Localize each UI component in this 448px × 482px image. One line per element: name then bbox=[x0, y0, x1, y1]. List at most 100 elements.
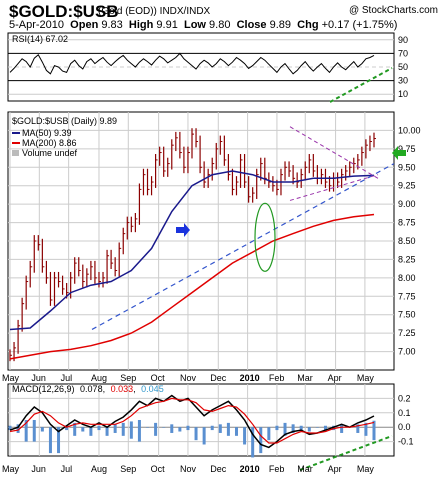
macd-histogram-bar bbox=[323, 425, 327, 431]
rsi-green-trendline bbox=[329, 67, 393, 103]
ma50-line bbox=[9, 170, 375, 331]
macd-histogram-bar bbox=[105, 427, 109, 436]
macd-tick-label: 0.1 bbox=[398, 408, 411, 418]
macd-histogram-bar bbox=[146, 427, 150, 428]
macd-month-label: Feb bbox=[269, 464, 285, 474]
price-month-label: Oct bbox=[151, 373, 166, 383]
macd-histogram-bar bbox=[186, 425, 190, 431]
macd-month-label: Oct bbox=[151, 464, 166, 474]
macd-histogram-bar bbox=[315, 427, 319, 428]
macd-histogram-bar bbox=[259, 427, 263, 454]
macd-histogram-bar bbox=[170, 424, 174, 433]
macd-histogram-bar bbox=[299, 425, 303, 431]
ma200-line bbox=[9, 213, 375, 360]
ma-lines bbox=[9, 170, 375, 360]
chart-header: $GOLD:$USB (Gold (EOD)) INDX/INDX @ Stoc… bbox=[0, 0, 448, 44]
macd-month-label: Aug bbox=[91, 464, 107, 474]
macd-month-label: Nov bbox=[180, 464, 197, 474]
open-label: Open bbox=[70, 19, 99, 31]
price-tick-label: 8.00 bbox=[398, 273, 416, 283]
low-label: Low bbox=[183, 19, 206, 31]
hist-value: 0.045 bbox=[141, 384, 164, 394]
quote-date: 5-Apr-2010 bbox=[9, 19, 65, 31]
macd-grid bbox=[8, 384, 394, 456]
macd-histogram-bar bbox=[154, 422, 158, 436]
signal-line bbox=[9, 397, 375, 444]
macd-histogram-bar bbox=[40, 427, 44, 432]
close-label: Close bbox=[236, 19, 267, 31]
symbol-subtitle: (Gold (EOD)) INDX/INDX bbox=[98, 6, 211, 17]
macd-histogram-bar bbox=[194, 427, 198, 441]
price-tick-label: 9.75 bbox=[398, 144, 416, 154]
macd-tick-label: 0.0 bbox=[398, 422, 411, 432]
price-legend-title: $GOLD:$USB (Daily) 9.89 bbox=[12, 116, 117, 126]
price-bars bbox=[9, 128, 376, 362]
brand-label[interactable]: @ StockCharts.com bbox=[348, 5, 438, 16]
support-trendline bbox=[91, 163, 395, 330]
high-value: 9.91 bbox=[156, 19, 178, 31]
macd-sep-2: , bbox=[133, 384, 136, 394]
macd-histogram-bar bbox=[121, 422, 125, 436]
macd-sep-1: , bbox=[103, 384, 106, 394]
price-month-label: Sep bbox=[120, 373, 136, 383]
macd-histogram-bar bbox=[234, 427, 238, 436]
price-tick-label: 10.00 bbox=[398, 125, 421, 135]
signal-value: 0.033 bbox=[111, 384, 134, 394]
open-value: 9.83 bbox=[101, 19, 123, 31]
macd-line bbox=[9, 394, 375, 449]
macd-histogram-bar bbox=[283, 422, 287, 436]
price-month-label: 2010 bbox=[240, 373, 260, 383]
macd-histogram-bar bbox=[57, 427, 61, 454]
price-tick-label: 8.50 bbox=[398, 236, 416, 246]
price-tick-label: 7.75 bbox=[398, 291, 416, 301]
macd-histogram-bar bbox=[340, 424, 344, 433]
macd-panel: 0.2 0.1 0.0 -0.1 MACD(12,26,9) 0.078, 0.033… bbox=[2, 383, 414, 474]
macd-histogram-bar bbox=[202, 427, 206, 445]
macd-value: 0.078 bbox=[80, 384, 103, 394]
macd-histogram-bar bbox=[364, 422, 368, 436]
rsi-tick-label: 70 bbox=[398, 48, 408, 58]
price-month-label: Apr bbox=[328, 373, 342, 383]
price-month-label: Jul bbox=[61, 373, 73, 383]
price-tick-label: 9.25 bbox=[398, 181, 416, 191]
rsi-series-line bbox=[9, 52, 375, 75]
macd-histogram-bar bbox=[32, 420, 36, 442]
price-tick-label: 7.00 bbox=[398, 347, 416, 357]
low-value: 9.80 bbox=[209, 19, 231, 31]
macd-month-label: 2010 bbox=[240, 464, 260, 474]
symbol-title: $GOLD:$USB bbox=[9, 2, 119, 21]
price-panel: 10.00 9.75 9.50 9.25 9.00 8.75 8.50 8.25 8.00 7.7… bbox=[2, 67, 421, 383]
macd-histogram-bar bbox=[372, 420, 376, 441]
macd-frame bbox=[7, 383, 395, 457]
macd-histogram-bar bbox=[48, 427, 52, 454]
annotations bbox=[91, 67, 406, 330]
price-month-label: May bbox=[357, 373, 375, 383]
macd-histogram-bar bbox=[267, 427, 271, 441]
macd-green-trendline bbox=[299, 435, 393, 471]
price-legend: $GOLD:$USB (Daily) 9.89 MA(50) 9.39 MA(2… bbox=[12, 116, 117, 158]
rsi-tick-label: 90 bbox=[398, 35, 408, 45]
month-axis: May Jun Jul Aug Sep Oct Nov Dec 2010 Feb Mar Apr May bbox=[2, 373, 374, 383]
price-month-label: Aug bbox=[91, 373, 107, 383]
macd-histogram-bar bbox=[356, 424, 360, 433]
macd-histogram-bar bbox=[162, 427, 166, 428]
price-month-label: Nov bbox=[180, 373, 197, 383]
macd-month-label: Jul bbox=[61, 464, 73, 474]
macd-histogram-bar bbox=[113, 424, 117, 433]
macd-histogram-bar bbox=[137, 420, 141, 442]
ma200-legend: MA(200) 8.86 bbox=[22, 138, 77, 148]
macd-ticks: 0.2 0.1 0.0 -0.1 bbox=[398, 393, 414, 446]
rsi-label: RSI(14) 67.02 bbox=[12, 34, 68, 44]
macd-histogram-bar bbox=[275, 425, 279, 431]
macd-tick-label: 0.2 bbox=[398, 393, 411, 403]
macd-month-label: Sep bbox=[120, 464, 136, 474]
rsi-line bbox=[9, 52, 375, 75]
price-tick-label: 8.75 bbox=[398, 218, 416, 228]
close-value: 9.89 bbox=[269, 19, 292, 31]
macd-month-label: May bbox=[357, 464, 375, 474]
ohlc-line: 5-Apr-2010 Open 9.83 High 9.91 Low 9.80 … bbox=[9, 19, 397, 31]
price-month-label: Dec bbox=[210, 373, 227, 383]
rsi-tick-label: 10 bbox=[398, 89, 408, 99]
price-tick-label: 9.00 bbox=[398, 199, 416, 209]
